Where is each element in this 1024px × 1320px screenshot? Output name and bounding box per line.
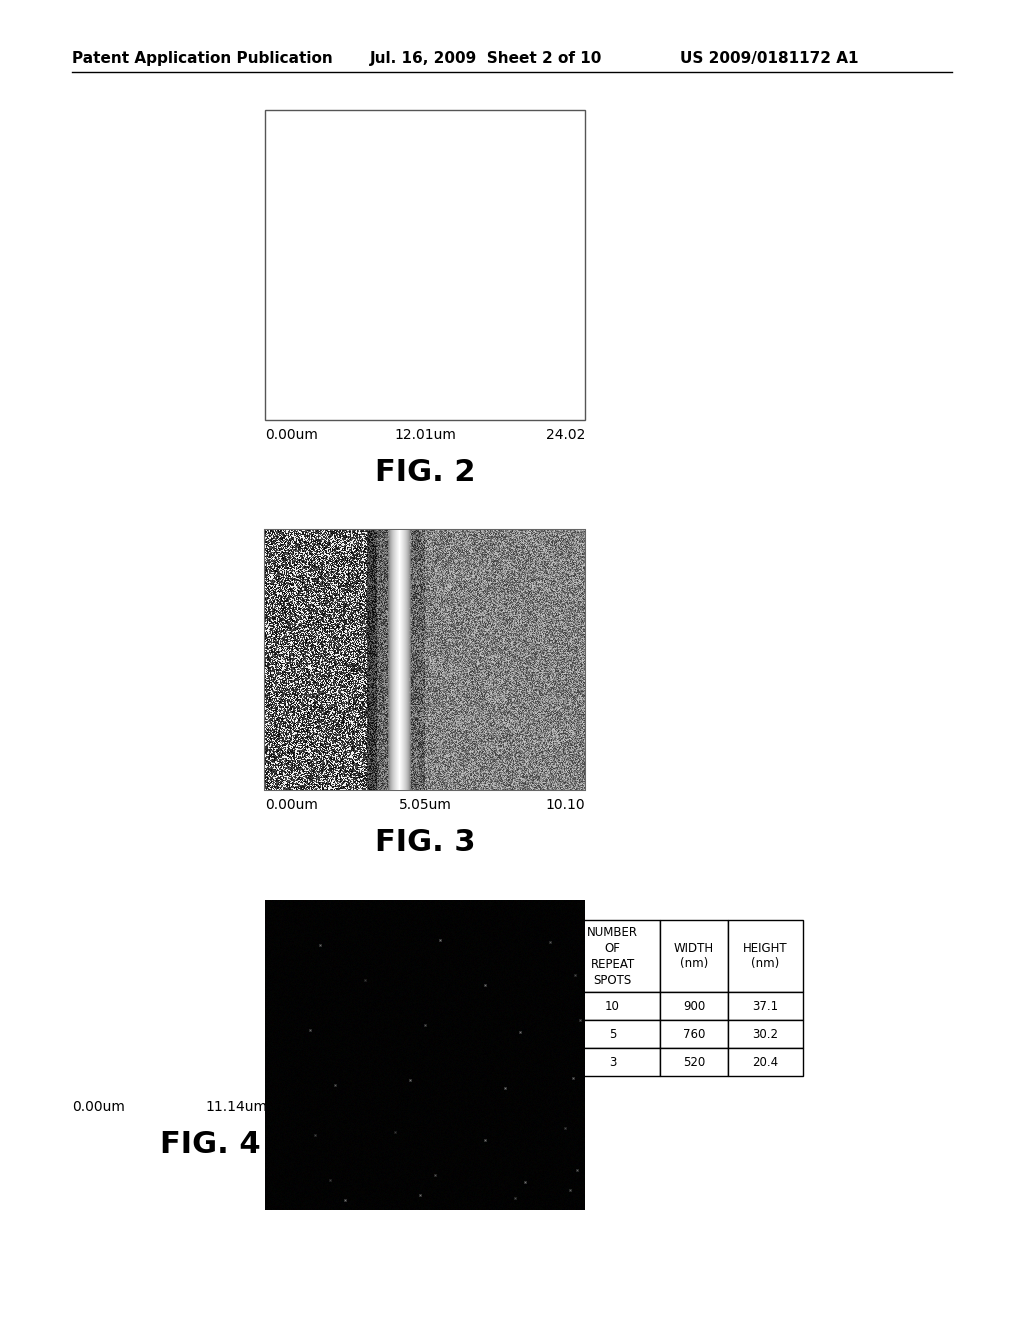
Text: NUMBER
OF
REPEAT
SPOTS: NUMBER OF REPEAT SPOTS <box>587 925 638 986</box>
Text: FIG. 3: FIG. 3 <box>375 828 475 857</box>
Bar <box>728 1020 803 1048</box>
Text: FIG. 4: FIG. 4 <box>160 1130 261 1159</box>
Text: 3: 3 <box>609 1056 616 1068</box>
Bar <box>565 1048 660 1076</box>
Bar <box>660 1020 728 1048</box>
Text: 0.00um: 0.00um <box>265 428 317 442</box>
Bar <box>490 1020 565 1048</box>
Bar <box>565 993 660 1020</box>
Text: 37.1: 37.1 <box>753 999 778 1012</box>
Text: 900: 900 <box>683 999 706 1012</box>
Text: Patent Application Publication: Patent Application Publication <box>72 50 333 66</box>
Text: WIDTH
(nm): WIDTH (nm) <box>674 941 714 970</box>
Text: 22.28: 22.28 <box>313 1100 352 1114</box>
Text: 20.4: 20.4 <box>753 1056 778 1068</box>
Text: 5.05um: 5.05um <box>398 799 452 812</box>
Text: 11.14um: 11.14um <box>205 1100 267 1114</box>
Text: 10: 10 <box>605 999 620 1012</box>
Text: HEIGHT
(nm): HEIGHT (nm) <box>743 941 787 970</box>
Text: 30.2: 30.2 <box>753 1027 778 1040</box>
Bar <box>660 920 728 993</box>
Bar <box>490 920 565 993</box>
Text: 520: 520 <box>683 1056 706 1068</box>
Text: SPOT 3: SPOT 3 <box>507 1056 549 1068</box>
Bar <box>660 993 728 1020</box>
Text: US 2009/0181172 A1: US 2009/0181172 A1 <box>680 50 858 66</box>
Text: FIG. 2: FIG. 2 <box>375 458 475 487</box>
Bar <box>660 1048 728 1076</box>
Text: 10.10: 10.10 <box>546 799 585 812</box>
Bar <box>728 993 803 1020</box>
Text: 12.01um: 12.01um <box>394 428 456 442</box>
Text: 0.00um: 0.00um <box>265 799 317 812</box>
Text: 5: 5 <box>609 1027 616 1040</box>
Text: 24.02: 24.02 <box>546 428 585 442</box>
Bar <box>728 920 803 993</box>
Text: Jul. 16, 2009  Sheet 2 of 10: Jul. 16, 2009 Sheet 2 of 10 <box>370 50 602 66</box>
Bar <box>565 1020 660 1048</box>
Text: 760: 760 <box>683 1027 706 1040</box>
Bar <box>490 1048 565 1076</box>
Bar <box>265 531 585 789</box>
Bar <box>490 993 565 1020</box>
Bar <box>265 110 585 420</box>
Text: SPOT 2: SPOT 2 <box>507 1027 549 1040</box>
Bar <box>728 1048 803 1076</box>
Bar <box>565 920 660 993</box>
Text: SPOT 1: SPOT 1 <box>507 999 549 1012</box>
Text: 0.00um: 0.00um <box>72 1100 125 1114</box>
